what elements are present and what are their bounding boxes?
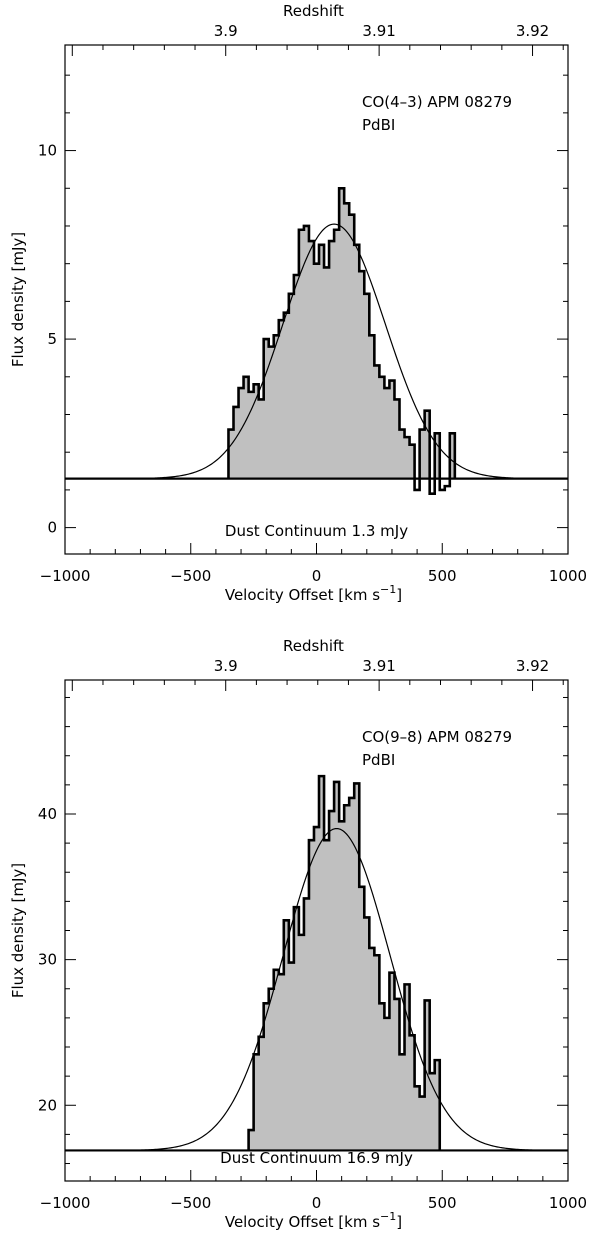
instrument-annotation: PdBI [362, 751, 395, 769]
x-tick-label: −500 [170, 567, 211, 585]
y-tick-label: 40 [38, 805, 57, 823]
x-tick-label: −1000 [40, 567, 91, 585]
y-tick-label: 20 [38, 1096, 57, 1114]
instrument-annotation: PdBI [362, 116, 395, 134]
x-axis-title-end: ] [396, 586, 402, 604]
x-tick-label: −500 [170, 1194, 211, 1212]
redshift-tick-label: 3.9 [214, 657, 238, 675]
x-axis-title: Velocity Offset [km s−1] [225, 583, 402, 604]
spectrum-histogram [227, 186, 457, 495]
x-tick-label: 500 [428, 1194, 457, 1212]
x-tick-label: 0 [312, 1194, 322, 1212]
x-tick-label: 1000 [549, 1194, 587, 1212]
x-axis-title-exponent: −1 [380, 1210, 396, 1223]
continuum-label: Dust Continuum 16.9 mJy [220, 1149, 413, 1167]
y-axis-title: Flux density [mJy] [9, 232, 27, 367]
redshift-tick-label: 3.9 [214, 22, 238, 40]
chart-panel-1: −1000 −500 0 500 1000 3.9 3.91 3.92 Redshift 0 5 10… [9, 2, 587, 604]
x-tick-label: 1000 [549, 567, 587, 585]
line-annotation: CO(9–8) APM 08279 [362, 728, 512, 746]
line-emission-fill [248, 776, 440, 1151]
redshift-axis-title: Redshift [283, 2, 344, 20]
y-tick-label: 5 [47, 330, 57, 348]
y-tick-label: 10 [38, 142, 57, 160]
x-axis-title: Velocity Offset [km s−1] [225, 1210, 402, 1231]
y-tick-label: 30 [38, 951, 57, 969]
redshift-tick-label: 3.91 [362, 657, 395, 675]
continuum-label: Dust Continuum 1.3 mJy [225, 522, 408, 540]
x-axis-title-main: Velocity Offset [km s [225, 1213, 380, 1231]
y-tick-label: 0 [47, 519, 57, 537]
redshift-tick-label: 3.91 [362, 22, 395, 40]
x-tick-label: −1000 [40, 1194, 91, 1212]
x-tick-label: 0 [312, 567, 322, 585]
redshift-axis-title: Redshift [283, 637, 344, 655]
chart-panel-2: −1000 −500 0 500 1000 3.9 3.91 3.92 Redshift 20 30… [9, 637, 587, 1231]
redshift-tick-label: 3.92 [516, 22, 549, 40]
line-annotation: CO(4–3) APM 08279 [362, 93, 512, 111]
gaussian-fit-curve [65, 223, 568, 480]
redshift-tick-label: 3.92 [516, 657, 549, 675]
x-axis-title-main: Velocity Offset [km s [225, 586, 380, 604]
spectrum-histogram [247, 774, 442, 1151]
y-axis-title: Flux density [mJy] [9, 863, 27, 998]
gaussian-fit-curve [65, 827, 568, 1152]
x-axis-title-end: ] [396, 1213, 402, 1231]
x-axis-title-exponent: −1 [380, 583, 396, 596]
x-tick-label: 500 [428, 567, 457, 585]
